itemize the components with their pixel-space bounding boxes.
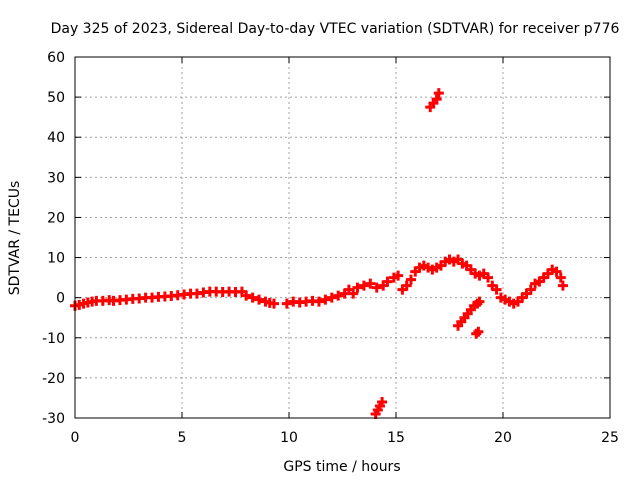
y-tick-label: 0 — [56, 291, 65, 307]
data-point — [491, 284, 502, 295]
data-point — [241, 290, 252, 301]
data-point — [326, 292, 337, 303]
y-tick-label: -20 — [42, 371, 65, 387]
data-points — [70, 88, 568, 419]
data-point — [431, 94, 442, 105]
y-tick-label: -10 — [42, 331, 65, 347]
data-point — [358, 280, 369, 291]
data-point — [313, 296, 324, 307]
axis-ticks: -30 -20 -10 0 10 20 30 40 50 60 0 5 10 15 20 25 — [42, 50, 619, 446]
x-tick-label: 20 — [494, 430, 512, 446]
data-point — [348, 288, 359, 299]
x-tick-label: 15 — [387, 430, 405, 446]
data-point — [333, 290, 344, 301]
y-tick-label: 10 — [47, 251, 65, 267]
x-tick-label: 10 — [280, 430, 298, 446]
chart-title: Day 325 of 2023, Sidereal Day-to-day VTE… — [51, 21, 620, 37]
x-tick-label: 0 — [71, 430, 80, 446]
data-point — [555, 272, 566, 283]
data-point — [551, 266, 562, 277]
data-point — [281, 298, 292, 309]
plot-frame — [74, 56, 611, 419]
data-point — [269, 298, 280, 309]
data-point — [320, 294, 331, 305]
data-point — [401, 280, 412, 291]
data-point — [474, 296, 485, 307]
data-point — [483, 272, 494, 283]
data-point — [393, 270, 404, 281]
y-axis-label: SDTVAR / TECUs — [7, 181, 23, 296]
y-tick-label: 60 — [47, 50, 65, 66]
y-tick-label: 40 — [47, 130, 65, 146]
data-point — [557, 280, 568, 291]
data-point — [371, 282, 382, 293]
data-point — [433, 88, 444, 99]
data-point — [377, 396, 388, 407]
y-tick-label: 50 — [47, 90, 65, 106]
data-point — [525, 284, 536, 295]
x-axis-label: GPS time / hours — [283, 459, 400, 475]
x-tick-label: 5 — [178, 430, 187, 446]
y-tick-label: 20 — [47, 210, 65, 226]
data-point — [473, 326, 484, 337]
data-point — [247, 292, 258, 303]
grid-layer — [75, 57, 610, 418]
data-point — [365, 278, 376, 289]
data-point — [382, 276, 393, 287]
data-point — [405, 274, 416, 285]
y-tick-label: 30 — [47, 170, 65, 186]
y-tick-label: -30 — [42, 411, 65, 427]
data-point — [254, 294, 265, 305]
data-point — [352, 282, 363, 293]
x-tick-label: 25 — [601, 430, 619, 446]
